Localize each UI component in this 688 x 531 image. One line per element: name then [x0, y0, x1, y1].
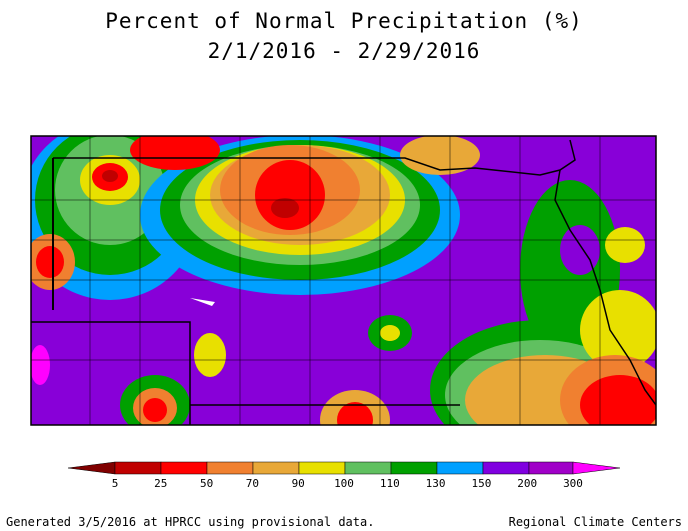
- title-line: 2/1/2016 - 2/29/2016: [208, 39, 481, 63]
- map: [31, 136, 656, 425]
- legend-label: 90: [292, 477, 305, 490]
- legend-label: 130: [426, 477, 446, 490]
- legend-label: 50: [200, 477, 213, 490]
- legend-label: 110: [380, 477, 400, 490]
- footer-right: Regional Climate Centers: [509, 515, 682, 529]
- legend-label: 300: [563, 477, 583, 490]
- footer-left: Generated 3/5/2016 at HPRCC using provis…: [6, 515, 374, 529]
- legend-bar: [67, 461, 621, 475]
- legend-label: 100: [334, 477, 354, 490]
- legend-label: 5: [112, 477, 119, 490]
- legend-label: 70: [246, 477, 259, 490]
- map-frame: [30, 135, 657, 426]
- legend-label: 150: [471, 477, 491, 490]
- title-line: Percent of Normal Precipitation (%): [105, 9, 583, 33]
- legend-label: 25: [154, 477, 167, 490]
- legend-label: 200: [517, 477, 537, 490]
